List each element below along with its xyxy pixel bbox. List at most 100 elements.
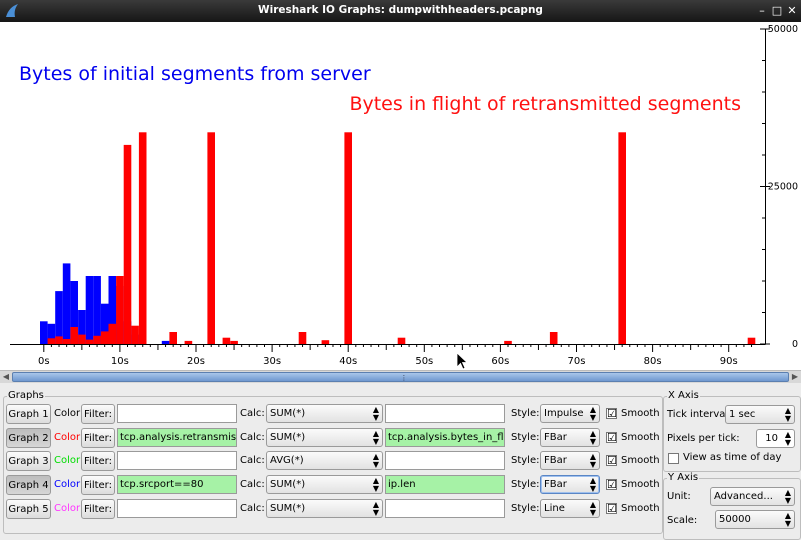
graph-1-filter-button[interactable]: Filter:: [81, 404, 115, 424]
graph-2-style-select[interactable]: FBar ▲ ▼: [540, 427, 600, 447]
graph4-bar: [93, 276, 101, 344]
updown-chevron-icon: ▲ ▼: [372, 405, 379, 422]
graph-4-filter-button[interactable]: Filter:: [81, 475, 115, 496]
updown-chevron-icon: ▲ ▼: [784, 511, 791, 528]
graph-4-filter-input[interactable]: tcp.srcport==80: [117, 475, 237, 495]
unit-select[interactable]: Advanced... ▲ ▼: [710, 487, 795, 506]
graph-3-field-input[interactable]: [385, 451, 505, 471]
updown-chevron-icon: ▲ ▼: [372, 476, 379, 494]
graph-4-field-input[interactable]: ip.len: [385, 475, 505, 495]
scroll-right-icon[interactable]: ▶: [791, 372, 799, 381]
graph-5-filter-button[interactable]: Filter:: [81, 498, 115, 519]
graph2-bar: [85, 339, 94, 344]
graph-1-calc-value: SUM(*): [270, 408, 306, 419]
graph-5-field-input[interactable]: [385, 498, 505, 518]
graph-3-smooth-checkbox[interactable]: ☑: [606, 454, 617, 468]
maximize-icon[interactable]: □: [771, 4, 783, 17]
graph-3-filter-button[interactable]: Filter:: [81, 451, 115, 472]
graph-4-button[interactable]: Graph 4: [6, 475, 51, 496]
graph-2-smooth-checkbox[interactable]: ☑: [606, 430, 617, 444]
graph2-bar: [321, 340, 330, 344]
graph-5-button[interactable]: Graph 5: [6, 498, 51, 519]
close-icon[interactable]: ✕: [787, 4, 797, 17]
graph-5-smooth-checkbox[interactable]: ☑: [606, 501, 617, 515]
x-tick-label: 20s: [187, 356, 205, 367]
graph2-bar: [78, 334, 86, 344]
plot-scrollbar[interactable]: ◀ ⋮ ▶: [0, 370, 801, 383]
y-axis-group-title: Y Axis: [667, 472, 700, 483]
tick-interval-select[interactable]: 1 sec ▲ ▼: [725, 405, 795, 424]
graph-2-calc-select[interactable]: SUM(*) ▲ ▼: [266, 427, 383, 447]
graph-1-calc-select[interactable]: SUM(*) ▲ ▼: [266, 404, 383, 423]
graph-2-filter-input[interactable]: tcp.analysis.retransmission: [117, 427, 237, 447]
updown-chevron-icon: ▲ ▼: [784, 488, 791, 505]
graph-4-smooth-checkbox[interactable]: ☑: [606, 478, 617, 492]
graph-5-calc-label: Calc:: [240, 502, 265, 514]
graph-1-smooth-checkbox[interactable]: ☑: [606, 407, 617, 420]
graph4-bar: [70, 281, 78, 344]
x-tick-label: 60s: [491, 356, 509, 367]
scale-select[interactable]: 50000 ▲ ▼: [715, 510, 795, 529]
minimize-icon[interactable]: –: [759, 4, 765, 17]
graph-4-color-label[interactable]: Color: [54, 479, 81, 491]
pixels-per-tick-label: Pixels per tick:: [667, 433, 740, 444]
x-tick-label: 90s: [720, 356, 738, 367]
graph-5-smooth-label: Smooth: [621, 502, 660, 514]
updown-chevron-icon: ▲ ▼: [372, 499, 379, 517]
graph-3-calc-label: Calc:: [240, 455, 265, 467]
graph-5-calc-value: SUM(*): [270, 502, 306, 514]
graph-1-button[interactable]: Graph 1: [6, 404, 51, 424]
scroll-left-icon[interactable]: ◀: [2, 372, 10, 381]
graph-2-color-label[interactable]: Color: [54, 431, 81, 443]
graph-1-field-input[interactable]: [385, 404, 505, 423]
x-tick-label: 70s: [568, 356, 586, 367]
graph4-bar: [62, 263, 71, 344]
graph-1-color-label[interactable]: Color: [54, 408, 81, 419]
x-tick-label: 30s: [263, 356, 281, 367]
graph-4-calc-label: Calc:: [240, 479, 265, 491]
graph-5-style-value: Line: [544, 502, 565, 514]
graph-3-smooth-label: Smooth: [621, 455, 660, 467]
graph-4-calc-value: SUM(*): [270, 479, 306, 491]
graph-3-color-label[interactable]: Color: [54, 455, 81, 467]
grip-icon: ⋮: [400, 374, 408, 382]
graph-2-field-input[interactable]: tcp.analysis.bytes_in_flight: [385, 427, 505, 447]
graph-5-color-label[interactable]: Color: [54, 502, 81, 514]
view-time-of-day-checkbox[interactable]: [668, 453, 679, 464]
graph-4-smooth-label: Smooth: [621, 479, 660, 491]
io-graph-plot[interactable]: 0s 10s 20s 30s 40s 50s 60s 70s 80s 90s 50000 25000…: [0, 22, 801, 370]
window-title: Wireshark IO Graphs: dumpwithheaders.pca…: [258, 4, 543, 16]
graph-3-style-select[interactable]: FBar ▲ ▼: [540, 451, 600, 471]
graph4-bar: [108, 276, 117, 344]
pixels-per-tick-value: 10: [765, 433, 778, 444]
graph-1-style-select[interactable]: Impulse ▲ ▼: [540, 404, 600, 423]
updown-chevron-icon: ▲ ▼: [784, 430, 791, 447]
x-tick-label: 0s: [38, 356, 50, 367]
x-tick-label: 10s: [111, 356, 129, 367]
graph-4-style-select[interactable]: FBar ▲ ▼: [540, 475, 600, 495]
graph2-bar: [131, 325, 139, 344]
graph2-bar: [344, 132, 352, 344]
red-annotation: Bytes in flight of retransmitted segment…: [349, 93, 741, 115]
graph-3-button[interactable]: Graph 3: [6, 451, 51, 472]
graph-2-filter-button[interactable]: Filter:: [81, 427, 115, 448]
graph-4-calc-select[interactable]: SUM(*) ▲ ▼: [266, 475, 383, 495]
pixels-per-tick-spinner[interactable]: 10 ▲ ▼: [756, 429, 795, 448]
x-tick-label: 40s: [339, 356, 357, 367]
graph-3-calc-select[interactable]: AVG(*) ▲ ▼: [266, 451, 383, 471]
graph2-bar: [55, 336, 63, 344]
graph-5-calc-select[interactable]: SUM(*) ▲ ▼: [266, 498, 383, 518]
graph2-bar: [207, 132, 215, 344]
graph-5-style-select[interactable]: Line ▲ ▼: [540, 498, 600, 518]
graph2-bar: [116, 276, 124, 344]
graph-1-filter-input[interactable]: [117, 404, 237, 423]
updown-chevron-icon: ▲ ▼: [589, 476, 596, 494]
graph-5-filter-input[interactable]: [117, 498, 237, 518]
scrollbar-thumb[interactable]: ⋮: [12, 372, 789, 382]
graphs-group-title: Graphs: [7, 390, 45, 401]
updown-chevron-icon: ▲ ▼: [589, 452, 596, 470]
graph-3-filter-input[interactable]: [117, 451, 237, 471]
graph-2-button[interactable]: Graph 2: [6, 427, 51, 448]
title-bar: Wireshark IO Graphs: dumpwithheaders.pca…: [0, 0, 801, 22]
graph-1-calc-label: Calc:: [240, 408, 265, 419]
